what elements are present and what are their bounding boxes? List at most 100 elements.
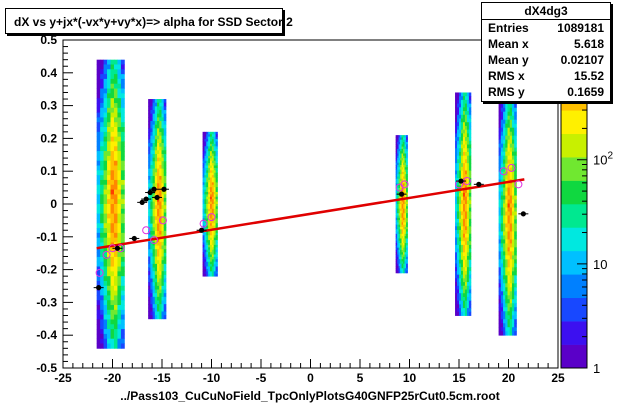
heatmap-cell	[462, 222, 466, 227]
heatmap-cell	[208, 201, 211, 205]
heatmap-cell	[509, 299, 513, 304]
heatmap-cell	[466, 196, 470, 201]
heatmap-cell	[398, 181, 401, 184]
heatmap-cell	[204, 256, 207, 260]
heatmap-cell	[511, 287, 515, 292]
heatmap-cell	[208, 199, 211, 202]
heatmap-cell	[397, 229, 400, 232]
heatmap-cell	[103, 122, 108, 128]
heatmap-cell	[400, 151, 402, 154]
heatmap-cell	[215, 163, 218, 166]
heatmap-cell	[103, 127, 108, 133]
heatmap-cell	[457, 170, 460, 175]
heatmap-cell	[498, 147, 502, 153]
heatmap-cell	[103, 136, 108, 142]
heatmap-cell	[154, 252, 158, 257]
heatmap-cell	[406, 164, 408, 168]
heatmap-cell	[159, 315, 162, 320]
heatmap-cell	[468, 151, 472, 157]
heatmap-cell	[215, 220, 218, 224]
heatmap-cell	[206, 148, 209, 152]
heatmap-cell	[514, 103, 517, 109]
heatmap-cell	[208, 148, 211, 152]
heatmap-cell	[503, 247, 506, 252]
heatmap-cell	[395, 197, 398, 200]
heatmap-cell	[163, 139, 167, 144]
heatmap-cell	[400, 167, 402, 170]
heatmap-cell	[152, 296, 156, 301]
heatmap-cell	[215, 182, 218, 186]
heatmap-cell	[401, 208, 404, 212]
heatmap-cell	[110, 127, 115, 133]
heatmap-cell	[466, 144, 470, 149]
stats-row-rms-x: RMS x 15.52	[482, 68, 610, 84]
heatmap-cell	[500, 103, 504, 109]
chart-title: dX vs y+jx*(-vx*y+vy*x)=> alpha for SSD …	[14, 15, 293, 29]
heatmap-cell	[152, 106, 156, 111]
heatmap-cell	[163, 128, 167, 133]
heatmap-cell	[211, 148, 215, 152]
heatmap-cell	[159, 139, 162, 144]
heatmap-cell	[406, 167, 408, 170]
heatmap-cell	[159, 121, 162, 126]
heatmap-cell	[208, 216, 211, 219]
heatmap-cell	[468, 311, 472, 316]
heatmap-cell	[113, 146, 118, 152]
heatmap-cell	[403, 224, 405, 228]
heatmap-cell	[468, 111, 472, 116]
heatmap-cell	[398, 162, 401, 166]
heatmap-cell	[403, 231, 405, 235]
heatmap-cell	[404, 240, 407, 244]
heatmap-cell	[159, 117, 162, 122]
heatmap-cell	[459, 96, 462, 101]
heatmap-cell	[159, 161, 162, 166]
heatmap-cell	[150, 121, 153, 126]
heatmap-cell	[154, 183, 158, 188]
heatmap-cell	[507, 215, 511, 220]
heatmap-cell	[110, 252, 115, 258]
heatmap-cell	[459, 263, 462, 268]
heatmap-cell	[120, 305, 125, 311]
heatmap-cell	[211, 266, 215, 270]
z-tick-label: 102	[593, 151, 613, 168]
heatmap-cell	[103, 78, 108, 85]
heatmap-cell	[159, 230, 162, 235]
heatmap-cell	[100, 232, 104, 239]
heatmap-cell	[403, 162, 405, 166]
heatmap-cell	[503, 271, 506, 276]
heatmap-cell	[204, 249, 207, 253]
heatmap-cell	[507, 155, 511, 161]
heatmap-cell	[161, 102, 165, 107]
heatmap-cell	[398, 265, 401, 269]
heatmap-cell	[113, 338, 118, 344]
heatmap-cell	[210, 155, 213, 159]
heatmap-cell	[400, 270, 402, 274]
heatmap-cell	[457, 237, 460, 242]
heatmap-cell	[455, 207, 458, 212]
heatmap-cell	[148, 300, 151, 305]
heatmap-cell	[457, 118, 460, 123]
heatmap-cell	[208, 259, 211, 263]
heatmap-cell	[403, 270, 405, 274]
heatmap-cell	[514, 139, 517, 145]
heatmap-cell	[457, 293, 460, 298]
heatmap-cell	[113, 309, 118, 316]
heatmap-cell	[466, 140, 470, 145]
heatmap-cell	[110, 218, 115, 224]
heatmap-cell	[157, 263, 160, 268]
heatmap-cell	[120, 122, 125, 128]
heatmap-cell	[398, 158, 401, 161]
heatmap-cell	[457, 308, 460, 313]
heatmap-cell	[460, 196, 464, 201]
heatmap-cell	[509, 235, 513, 240]
heatmap-cell	[210, 211, 213, 215]
heatmap-cell	[514, 235, 517, 240]
heatmap-cell	[507, 331, 511, 336]
heatmap-cell	[117, 232, 122, 239]
heatmap-cell	[154, 285, 158, 290]
heatmap-cell	[462, 204, 466, 209]
heatmap-cell	[455, 137, 458, 142]
heatmap-cell	[507, 231, 511, 236]
heatmap-cell	[468, 248, 472, 253]
heatmap-cell	[110, 324, 115, 330]
